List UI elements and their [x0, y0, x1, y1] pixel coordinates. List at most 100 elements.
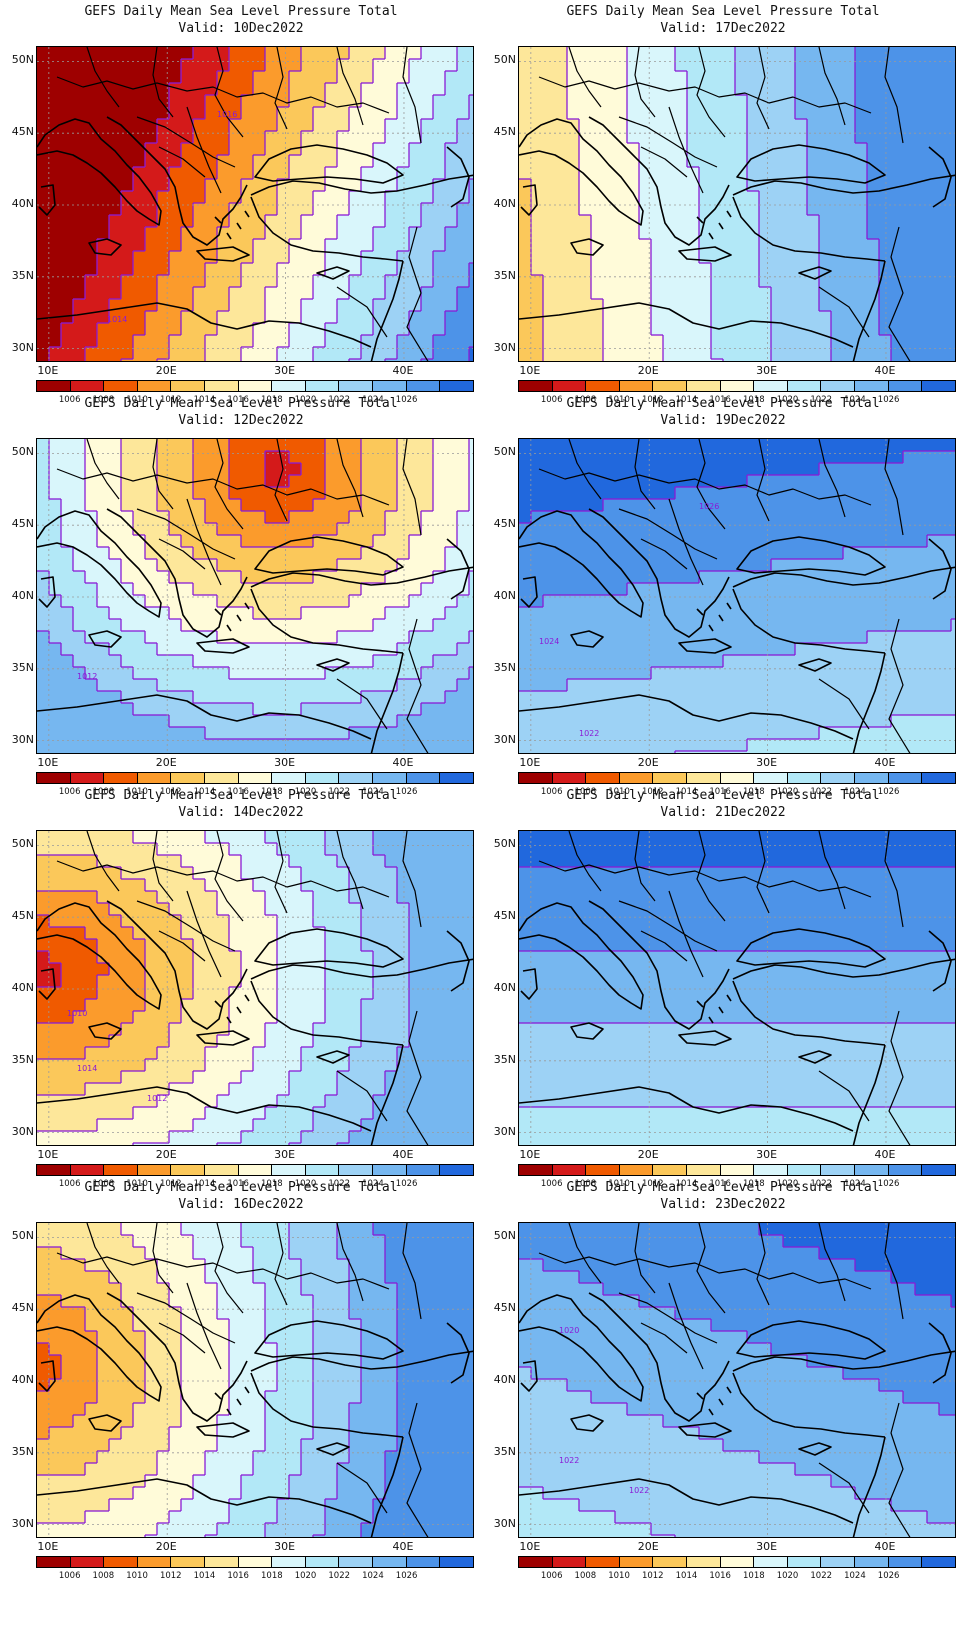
pressure-cell	[133, 347, 146, 360]
pressure-cell	[445, 1047, 458, 1060]
pressure-cell	[735, 83, 748, 96]
pressure-cell	[555, 559, 568, 572]
pressure-cell	[843, 359, 856, 361]
pressure-cell	[579, 727, 592, 740]
pressure-cell	[361, 523, 374, 536]
pressure-cell	[85, 179, 98, 192]
pressure-cell	[867, 59, 880, 72]
pressure-cell	[205, 715, 218, 728]
pressure-cell	[615, 119, 628, 132]
pressure-cell	[855, 451, 868, 464]
pressure-cell	[277, 595, 290, 608]
pressure-cell	[73, 287, 86, 300]
pressure-cell	[157, 191, 170, 204]
pressure-cell	[421, 939, 434, 952]
pressure-cell	[555, 299, 568, 312]
pressure-cell	[433, 439, 446, 452]
pressure-cell	[253, 107, 266, 120]
pressure-cell	[903, 499, 916, 512]
pressure-cell	[699, 203, 712, 216]
pressure-cell	[301, 571, 314, 584]
pressure-cell	[543, 547, 556, 560]
pressure-cell	[241, 867, 254, 880]
pressure-cell	[109, 155, 122, 168]
pressure-cell	[373, 951, 386, 964]
pressure-cell	[85, 311, 98, 324]
pressure-cell	[397, 59, 410, 72]
pressure-cell	[543, 47, 556, 60]
pressure-cell	[867, 715, 880, 728]
pressure-cell	[241, 59, 254, 72]
pressure-cell	[85, 1071, 98, 1084]
pressure-cell	[543, 463, 556, 476]
pressure-cell	[361, 607, 374, 620]
pressure-cell	[289, 843, 302, 856]
pressure-cell	[121, 251, 134, 264]
pressure-cell	[879, 263, 892, 276]
pressure-field-map	[518, 46, 956, 362]
pressure-cell	[205, 347, 218, 360]
pressure-cell	[615, 727, 628, 740]
longitude-label: 30E	[756, 364, 778, 377]
pressure-cell	[97, 903, 110, 916]
pressure-cell	[457, 131, 470, 144]
pressure-cell	[675, 275, 688, 288]
pressure-cell	[229, 643, 242, 656]
pressure-cell	[433, 191, 446, 204]
pressure-cell	[759, 191, 772, 204]
pressure-cell	[795, 715, 808, 728]
pressure-cell	[313, 643, 326, 656]
pressure-cell	[663, 571, 676, 584]
pressure-cell	[627, 451, 640, 464]
pressure-cell	[675, 95, 688, 108]
pressure-cell	[385, 203, 398, 216]
pressure-cell	[771, 655, 784, 668]
pressure-cell	[37, 71, 50, 84]
pressure-cell	[325, 347, 338, 360]
pressure-cell	[85, 299, 98, 312]
pressure-cell	[843, 155, 856, 168]
pressure-cell	[49, 655, 62, 668]
pressure-cell	[181, 451, 194, 464]
pressure-cell	[531, 751, 544, 753]
pressure-cell	[747, 71, 760, 84]
pressure-cell	[397, 715, 410, 728]
pressure-cell	[927, 667, 940, 680]
pressure-cell	[193, 583, 206, 596]
pressure-cell	[711, 311, 724, 324]
pressure-cell	[385, 487, 398, 500]
pressure-cell	[109, 843, 122, 856]
pressure-cell	[469, 939, 473, 952]
pressure-cell	[843, 703, 856, 716]
pressure-cell	[49, 1035, 62, 1048]
pressure-cell	[121, 239, 134, 252]
pressure-cell	[313, 299, 326, 312]
pressure-cell	[121, 511, 134, 524]
pressure-cell	[843, 119, 856, 132]
pressure-cell	[385, 263, 398, 276]
pressure-cell	[361, 739, 374, 752]
pressure-cell	[109, 203, 122, 216]
pressure-cell	[241, 939, 254, 952]
pressure-cell	[855, 215, 868, 228]
pressure-cell	[349, 323, 362, 336]
pressure-cell	[843, 131, 856, 144]
pressure-cell	[663, 47, 676, 60]
pressure-cell	[265, 71, 278, 84]
pressure-cell	[433, 631, 446, 644]
pressure-cell	[301, 1047, 314, 1060]
pressure-cell	[277, 311, 290, 324]
pressure-cell	[217, 143, 230, 156]
pressure-cell	[265, 475, 278, 488]
pressure-cell	[181, 71, 194, 84]
pressure-cell	[927, 335, 940, 348]
pressure-cell	[361, 631, 374, 644]
pressure-cell	[855, 631, 868, 644]
pressure-cell	[361, 215, 374, 228]
pressure-cell	[265, 191, 278, 204]
pressure-cell	[337, 607, 350, 620]
pressure-cell	[385, 251, 398, 264]
pressure-cell	[747, 475, 760, 488]
pressure-cell	[73, 1095, 86, 1108]
pressure-cell	[531, 215, 544, 228]
